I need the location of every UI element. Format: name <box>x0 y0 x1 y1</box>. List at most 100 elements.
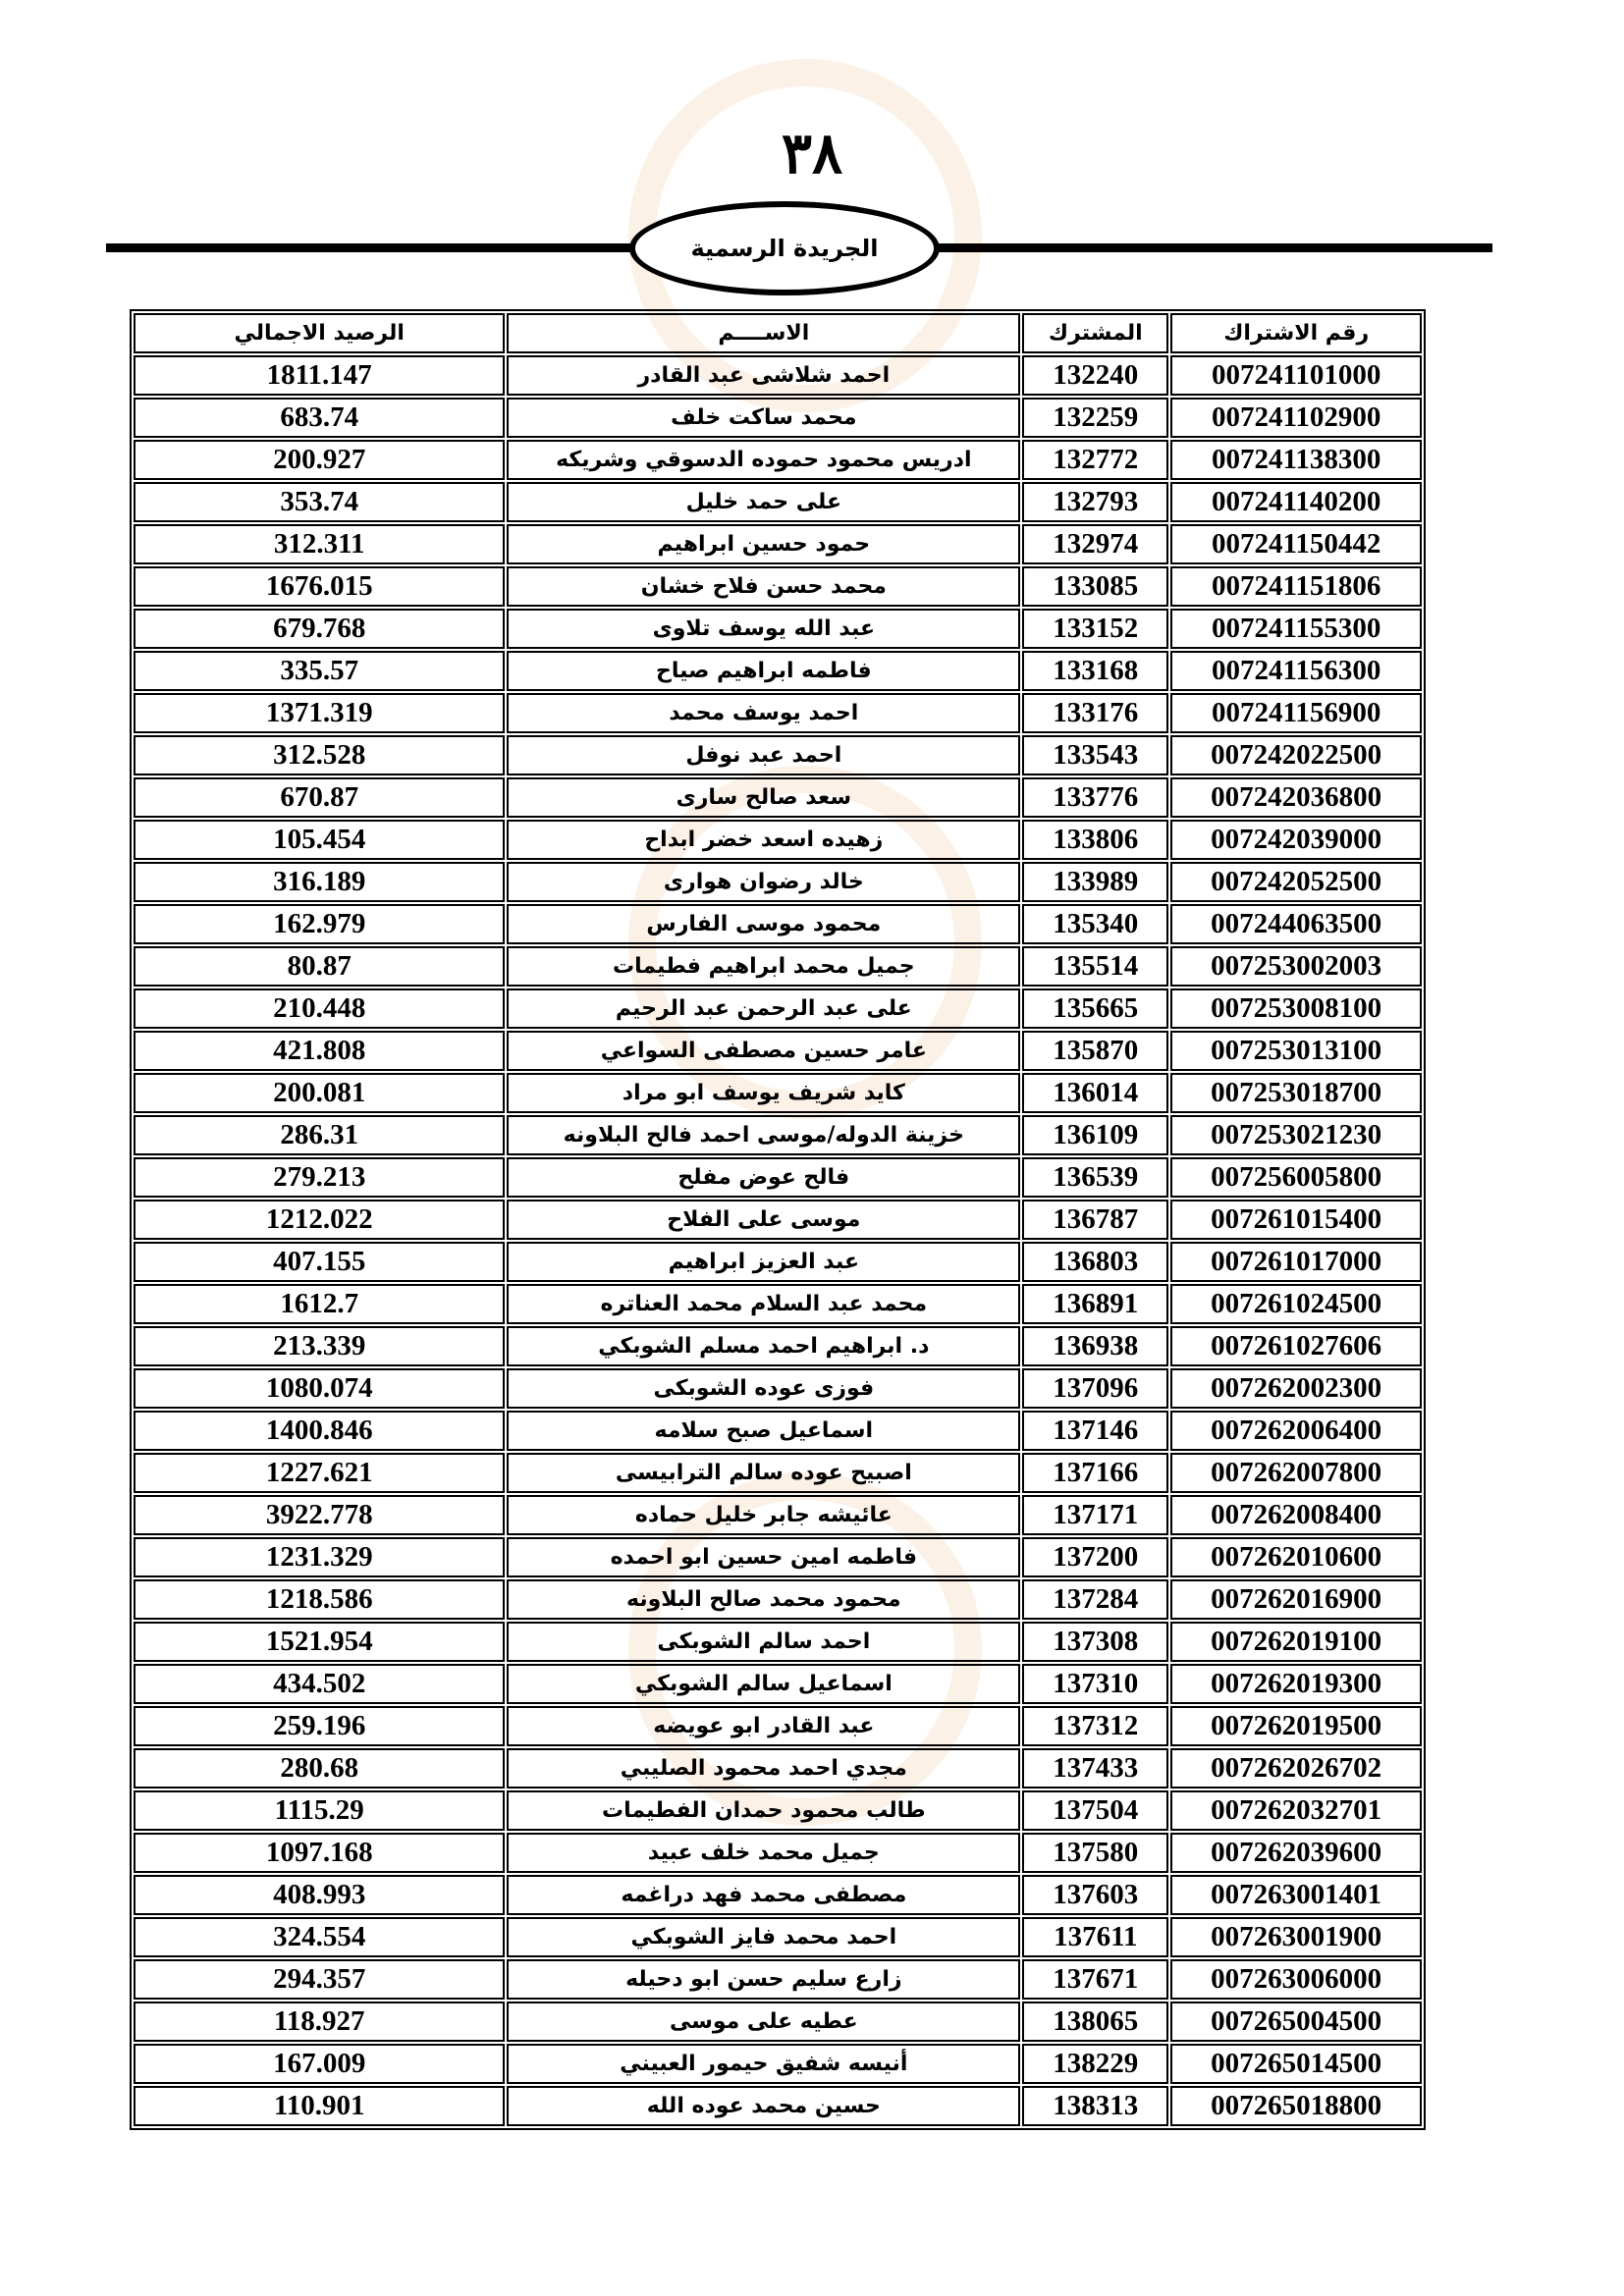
account-number-cell: 007265004500 <box>1170 2002 1422 2042</box>
table-row: 007242052500 133989 خالد رضوان هوارى 316.18… <box>134 862 1422 902</box>
subscriber-number-cell: 133152 <box>1022 609 1169 649</box>
balance-cell: 312.311 <box>134 524 506 564</box>
table-row: 007262019500 137312 عبد القادر ابو عويضه 25… <box>134 1706 1422 1746</box>
table-row: 007265018800 138313 حسين محمد عوده الله 110… <box>134 2086 1422 2126</box>
name-cell: جميل محمد ابراهيم فطيمات <box>507 946 1021 987</box>
balance-cell: 1097.168 <box>134 1833 506 1873</box>
subscriber-number-cell: 137580 <box>1022 1833 1169 1873</box>
table-row: 007241101000 132240 احمد شلاشى عبد القادر 1… <box>134 355 1422 396</box>
account-number-cell: 007262006400 <box>1170 1411 1422 1451</box>
account-number-cell: 007241140200 <box>1170 482 1422 522</box>
balance-cell: 408.993 <box>134 1875 506 1915</box>
subscriber-number-cell: 135665 <box>1022 988 1169 1029</box>
balance-cell: 353.74 <box>134 482 506 522</box>
balance-cell: 162.979 <box>134 904 506 944</box>
account-number-cell: 007262026702 <box>1170 1748 1422 1789</box>
name-cell: احمد يوسف محمد <box>507 693 1021 733</box>
balance-cell: 280.68 <box>134 1748 506 1789</box>
account-number-cell: 007262032701 <box>1170 1790 1422 1831</box>
balance-cell: 80.87 <box>134 946 506 987</box>
subscriber-number-cell: 137310 <box>1022 1664 1169 1704</box>
account-number-cell: 007263001900 <box>1170 1917 1422 1957</box>
subscriber-number-cell: 137284 <box>1022 1579 1169 1620</box>
balance-cell: 1811.147 <box>134 355 506 396</box>
table-row: 007244063500 135340 محمود موسى الفارس 162.9… <box>134 904 1422 944</box>
page-number: ٣٨ <box>781 120 843 187</box>
account-number-cell: 007253008100 <box>1170 988 1422 1029</box>
account-number-cell: 007261027606 <box>1170 1326 1422 1366</box>
table-row: 007241151806 133085 محمد حسن فلاح خشان 1676… <box>134 566 1422 607</box>
table-row: 007265014500 138229 أنيسه شفيق حيمور العبي… <box>134 2044 1422 2084</box>
name-cell: زهيده اسعد خضر ابداح <box>507 820 1021 860</box>
name-cell: على حمد خليل <box>507 482 1021 522</box>
subscriber-number-cell: 133543 <box>1022 735 1169 775</box>
balance-cell: 683.74 <box>134 398 506 438</box>
table-row: 007263001900 137611 احمد محمد فايز الشوبكي… <box>134 1917 1422 1957</box>
table-row: 007253008100 135665 على عبد الرحمن عبد الر… <box>134 988 1422 1029</box>
subscriber-number-cell: 137096 <box>1022 1368 1169 1409</box>
table-row: 007262016900 137284 محمود محمد صالح البلاو… <box>134 1579 1422 1620</box>
name-cell: أنيسه شفيق حيمور العبيني <box>507 2044 1021 2084</box>
subscriber-number-cell: 135870 <box>1022 1031 1169 1071</box>
balance-cell: 105.454 <box>134 820 506 860</box>
name-cell: محمد حسن فلاح خشان <box>507 566 1021 607</box>
subscriber-number-cell: 137200 <box>1022 1537 1169 1577</box>
table-row: 007262032701 137504 طالب محمود حمدان الفطي… <box>134 1790 1422 1831</box>
table-row: 007262019100 137308 احمد سالم الشوبكى 1521.… <box>134 1622 1422 1662</box>
name-cell: كايد شريف يوسف ابو مراد <box>507 1073 1021 1113</box>
name-cell: عامر حسين مصطفى السواعي <box>507 1031 1021 1071</box>
subscriber-number-cell: 138065 <box>1022 2002 1169 2042</box>
name-cell: موسى على الفلاح <box>507 1200 1021 1240</box>
name-cell: احمد سالم الشوبكى <box>507 1622 1021 1662</box>
name-cell: احمد عبد نوفل <box>507 735 1021 775</box>
subscriber-number-cell: 137671 <box>1022 1959 1169 2000</box>
balance-cell: 1218.586 <box>134 1579 506 1620</box>
table-row: 007265004500 138065 عطيه على موسى 118.927 <box>134 2002 1422 2042</box>
subscriber-number-cell: 137603 <box>1022 1875 1169 1915</box>
name-cell: مصطفى محمد فهد دراغمه <box>507 1875 1021 1915</box>
table-row: 007262008400 137171 عائيشه جابر خليل حماده… <box>134 1495 1422 1535</box>
name-cell: على عبد الرحمن عبد الرحيم <box>507 988 1021 1029</box>
table-row: 007253021230 136109 خزينة الدوله/موسى احمد… <box>134 1115 1422 1155</box>
account-number-cell: 007262039600 <box>1170 1833 1422 1873</box>
account-number-cell: 007244063500 <box>1170 904 1422 944</box>
balance-cell: 1676.015 <box>134 566 506 607</box>
column-header-subscriber: المشترك <box>1022 313 1169 353</box>
name-cell: سعد صالح سارى <box>507 777 1021 818</box>
subscriber-number-cell: 132974 <box>1022 524 1169 564</box>
table-row: 007262010600 137200 فاطمه امين حسين ابو اح… <box>134 1537 1422 1577</box>
balance-cell: 312.528 <box>134 735 506 775</box>
account-number-cell: 007262016900 <box>1170 1579 1422 1620</box>
name-cell: احمد محمد فايز الشوبكي <box>507 1917 1021 1957</box>
subscriber-number-cell: 135514 <box>1022 946 1169 987</box>
account-number-cell: 007242039000 <box>1170 820 1422 860</box>
balance-cell: 167.009 <box>134 2044 506 2084</box>
balance-cell: 679.768 <box>134 609 506 649</box>
name-cell: عبد الله يوسف تلاوى <box>507 609 1021 649</box>
name-cell: خالد رضوان هوارى <box>507 862 1021 902</box>
table-row: 007242036800 133776 سعد صالح سارى 670.87 <box>134 777 1422 818</box>
balance-cell: 118.927 <box>134 2002 506 2042</box>
table-row: 007241140200 132793 على حمد خليل 353.74 <box>134 482 1422 522</box>
table-row: 007262002300 137096 فوزى عوده الشوبكى 1080.… <box>134 1368 1422 1409</box>
table-row: 007262006400 137146 اسماعيل صبح سلامه 1400.… <box>134 1411 1422 1451</box>
balance-cell: 1400.846 <box>134 1411 506 1451</box>
subscriber-number-cell: 137166 <box>1022 1453 1169 1493</box>
table-row: 007242039000 133806 زهيده اسعد خضر ابداح 10… <box>134 820 1422 860</box>
name-cell: فاطمه ابراهيم صياح <box>507 651 1021 691</box>
name-cell: احمد شلاشى عبد القادر <box>507 355 1021 396</box>
table-row: 007253018700 136014 كايد شريف يوسف ابو مرا… <box>134 1073 1422 1113</box>
account-number-cell: 007262008400 <box>1170 1495 1422 1535</box>
account-number-cell: 007261015400 <box>1170 1200 1422 1240</box>
account-number-cell: 007241138300 <box>1170 440 1422 480</box>
account-number-cell: 007263006000 <box>1170 1959 1422 2000</box>
subscriber-number-cell: 136891 <box>1022 1284 1169 1324</box>
subscribers-table: رقم الاشتراك المشترك الاســــم الرصيد ال… <box>130 309 1426 2130</box>
balance-cell: 1231.329 <box>134 1537 506 1577</box>
subscriber-number-cell: 137433 <box>1022 1748 1169 1789</box>
subscriber-number-cell: 133776 <box>1022 777 1169 818</box>
balance-cell: 200.081 <box>134 1073 506 1113</box>
balance-cell: 1115.29 <box>134 1790 506 1831</box>
table-row: 007262007800 137166 اصبيح عوده سالم التراب… <box>134 1453 1422 1493</box>
subscriber-number-cell: 136938 <box>1022 1326 1169 1366</box>
